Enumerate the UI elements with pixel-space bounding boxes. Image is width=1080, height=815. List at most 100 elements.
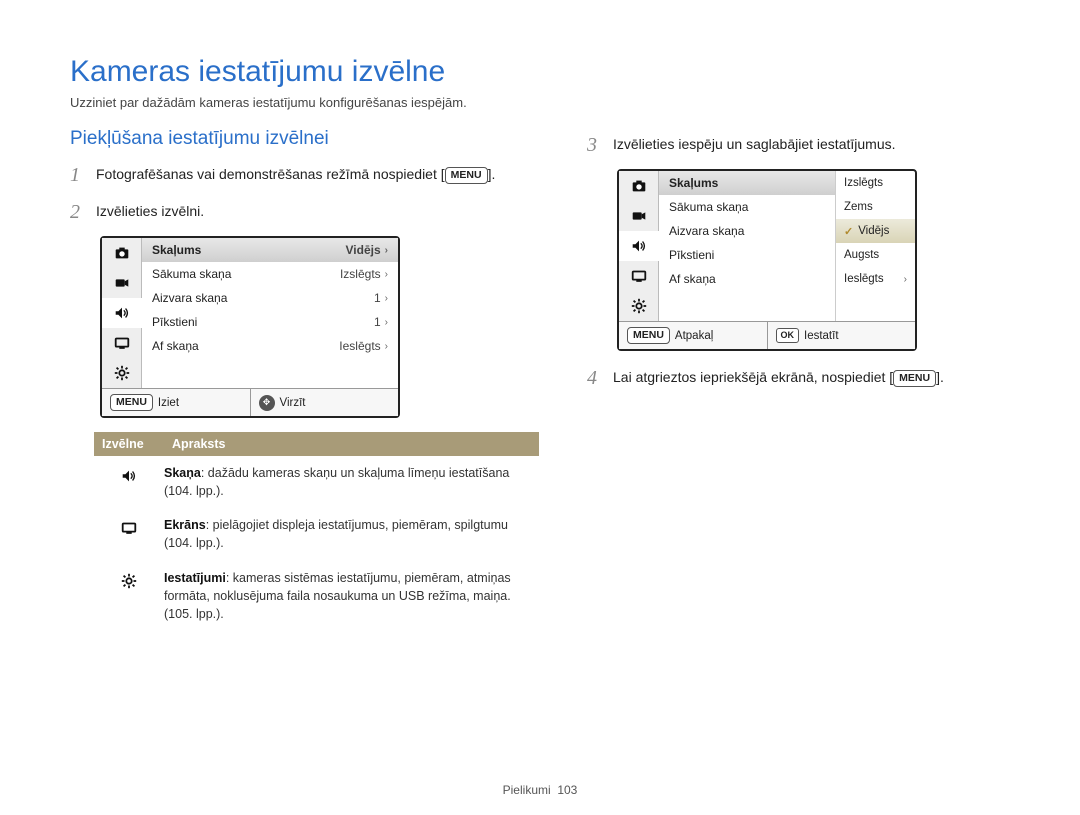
chevron-right-icon: ›	[385, 317, 388, 328]
step-number: 3	[587, 132, 603, 159]
footer-left-label: Iziet	[158, 397, 179, 409]
step-number: 1	[70, 162, 86, 189]
tab-video[interactable]	[102, 268, 142, 298]
option-row[interactable]: Augsts	[836, 243, 915, 267]
sound-icon	[112, 303, 132, 323]
table-head-desc: Apraksts	[164, 432, 539, 456]
chevron-right-icon: ›	[385, 341, 388, 352]
menu-value: Ieslēgts	[339, 339, 380, 353]
menu-value: Vidējs	[346, 243, 381, 257]
option-row[interactable]: Izslēgts	[836, 171, 915, 195]
display-icon	[119, 518, 139, 538]
tab-settings[interactable]	[102, 358, 142, 388]
camera-icon	[112, 243, 132, 263]
nav-icon: ✥	[259, 395, 275, 411]
chevron-right-icon: ›	[385, 269, 388, 280]
menu-label: Pīkstieni	[669, 248, 714, 262]
menu-row[interactable]: Sākuma skaņa Izslēgts ›	[142, 262, 398, 286]
display-icon	[629, 266, 649, 286]
step-1-text-a: Fotografēšanas vai demonstrēšanas režīmā…	[96, 166, 445, 182]
row-text: : pielāgojiet displeja iestatījumus, pie…	[164, 518, 508, 550]
footer-right-label: Iestatīt	[804, 330, 839, 342]
row-text: : dažādu kameras skaņu un skaļuma līmeņu…	[164, 466, 509, 498]
page-subtitle: Uzziniet par dažādām kameras iestatījumu…	[70, 95, 1010, 110]
step-3-text: Izvēlieties iespēju un saglabājiet iesta…	[613, 132, 896, 159]
table-row: Skaņa: dažādu kameras skaņu un skaļuma l…	[94, 456, 539, 508]
menu-list: Skaļums Sākuma skaņa Aizvara skaņa Pīkst…	[659, 171, 835, 321]
tab-display[interactable]	[619, 261, 659, 291]
menu-row[interactable]: Sākuma skaņa	[659, 195, 835, 219]
menu-row[interactable]: Pīkstieni1›	[142, 310, 398, 334]
menu-label: Skaļums	[152, 243, 201, 257]
menu-label: Af skaņa	[669, 272, 716, 286]
step-4-text-a: Lai atgrieztos iepriekšējā ekrānā, nospi…	[613, 369, 893, 385]
step-2-text: Izvēlieties izvēlni.	[96, 199, 204, 226]
menu-value: 1	[374, 291, 381, 305]
menu-row[interactable]: Af skaņa	[659, 267, 835, 291]
menu-button-label: MENU	[445, 167, 488, 184]
option-row[interactable]: Zems	[836, 195, 915, 219]
menu-row[interactable]: Aizvara skaņa 1 ›	[142, 286, 398, 310]
sound-icon	[629, 236, 649, 256]
menu-row[interactable]: Pīkstieni	[659, 243, 835, 267]
right-column: 3 Izvēlieties iespēju un saglabājiet ies…	[587, 128, 1010, 631]
menu-row[interactable]: Aizvara skaņa	[659, 219, 835, 243]
step-3: 3 Izvēlieties iespēju un saglabājiet ies…	[587, 132, 1010, 159]
camera-screen-1: Skaļums Vidējs › Sākuma skaņa Izslēgts › Aiz…	[100, 236, 400, 418]
menu-button-label: MENU	[627, 327, 670, 344]
section-title: Piekļūšana iestatījumu izvēlnei	[70, 128, 539, 150]
menu-label: Aizvara skaņa	[152, 291, 227, 305]
chevron-right-icon: ›	[385, 245, 388, 256]
menu-label: Sākuma skaņa	[152, 267, 231, 281]
left-column: Piekļūšana iestatījumu izvēlnei 1 Fotogr…	[70, 128, 539, 631]
menu-row[interactable]: Skaļums Vidējs ›	[142, 238, 398, 262]
menu-row[interactable]: Af skaņaIeslēgts›	[142, 334, 398, 358]
table-row: Iestatījumi: kameras sistēmas iestatījum…	[94, 561, 539, 631]
menu-row[interactable]: Skaļums	[659, 171, 835, 195]
option-label: Zems	[844, 201, 873, 213]
side-tabs	[619, 171, 659, 321]
menu-list: Skaļums Vidējs › Sākuma skaņa Izslēgts › Aiz…	[142, 238, 398, 388]
camera-icon	[629, 176, 649, 196]
footer-right-label: Virzīt	[280, 397, 306, 409]
menu-label: Pīkstieni	[152, 315, 197, 329]
step-1: 1 Fotografēšanas vai demonstrēšanas režī…	[70, 162, 539, 189]
menu-label: Skaļums	[669, 176, 718, 190]
video-icon	[112, 273, 132, 293]
option-label: Ieslēgts	[844, 273, 884, 285]
option-label: Izslēgts	[844, 177, 883, 189]
tab-camera[interactable]	[102, 238, 142, 268]
gear-icon	[112, 363, 132, 383]
footer-page-number: 103	[557, 783, 577, 797]
step-2: 2 Izvēlieties izvēlni.	[70, 199, 539, 226]
menu-label: Aizvara skaņa	[669, 224, 744, 238]
display-icon	[112, 333, 132, 353]
tab-sound[interactable]	[102, 298, 142, 328]
video-icon	[629, 206, 649, 226]
chevron-right-icon: ›	[385, 293, 388, 304]
option-row[interactable]: ✓Vidējs	[836, 219, 915, 243]
row-term: Iestatījumi	[164, 571, 226, 585]
menu-value: Izslēgts	[340, 267, 381, 281]
tab-settings[interactable]	[619, 291, 659, 321]
tab-camera[interactable]	[619, 171, 659, 201]
gear-icon	[629, 296, 649, 316]
ok-button-label: OK	[776, 328, 800, 343]
menu-label: Sākuma skaņa	[669, 200, 748, 214]
gear-icon	[119, 571, 139, 591]
page-footer: Pielikumi 103	[0, 783, 1080, 797]
tab-sound[interactable]	[619, 231, 659, 261]
sound-icon	[119, 466, 139, 486]
page-title: Kameras iestatījumu izvēlne	[70, 55, 1010, 89]
chevron-right-icon: ›	[904, 274, 907, 285]
option-row[interactable]: Ieslēgts ›	[836, 267, 915, 291]
step-number: 4	[587, 365, 603, 392]
menu-button-label: MENU	[893, 370, 936, 387]
tab-video[interactable]	[619, 201, 659, 231]
tab-display[interactable]	[102, 328, 142, 358]
side-tabs	[102, 238, 142, 388]
row-term: Ekrāns	[164, 518, 206, 532]
description-table: Izvēlne Apraksts Skaņa: dažādu kameras s…	[94, 432, 539, 631]
step-4-text-b: ].	[936, 369, 944, 385]
step-1-text-b: ].	[488, 166, 496, 182]
